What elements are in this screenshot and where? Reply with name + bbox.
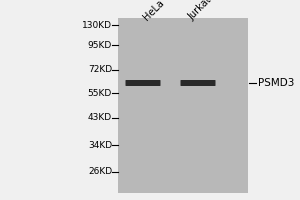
- Text: 34KD: 34KD: [88, 140, 112, 150]
- Text: 72KD: 72KD: [88, 66, 112, 74]
- FancyBboxPatch shape: [181, 80, 215, 86]
- Text: HeLa: HeLa: [141, 0, 166, 22]
- Bar: [118, 18, 248, 193]
- Text: 43KD: 43KD: [88, 114, 112, 122]
- Text: 26KD: 26KD: [88, 168, 112, 176]
- FancyBboxPatch shape: [125, 80, 160, 86]
- Text: PSMD3: PSMD3: [258, 78, 294, 88]
- Text: 55KD: 55KD: [88, 88, 112, 98]
- Text: 95KD: 95KD: [88, 40, 112, 49]
- Text: 130KD: 130KD: [82, 21, 112, 29]
- Text: Jurkat: Jurkat: [186, 0, 213, 22]
